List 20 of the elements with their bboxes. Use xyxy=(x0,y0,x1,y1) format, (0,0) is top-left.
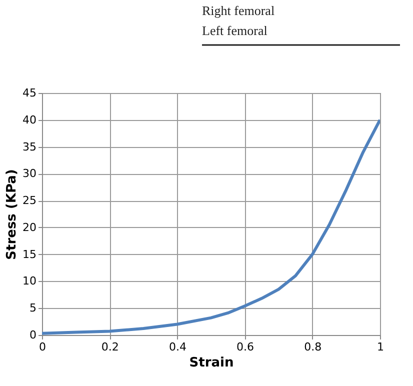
y-tick-label: 35 xyxy=(22,140,36,154)
x-tick-label: 0.6 xyxy=(236,340,254,354)
y-axis-title: Stress (KPa) xyxy=(4,169,20,260)
y-tick-label: 20 xyxy=(22,220,36,234)
x-tick-label: 0.4 xyxy=(168,340,186,354)
y-tick-label: 45 xyxy=(22,86,36,100)
y-tick-label: 30 xyxy=(22,167,36,180)
y-tick-label: 0 xyxy=(30,328,36,342)
x-tick-label: 1 xyxy=(377,340,384,354)
y-tick-label: 25 xyxy=(22,194,36,208)
text: Left femoral xyxy=(202,23,268,38)
x-tick-label: 0.2 xyxy=(101,340,119,354)
y-tick-label: 40 xyxy=(22,113,36,126)
x-tick-label: 0 xyxy=(39,340,46,354)
y-tick-label: 15 xyxy=(22,248,36,261)
x-axis-title: Strain xyxy=(189,356,234,370)
x-tick-label: 0.8 xyxy=(304,340,322,354)
y-tick-label: 10 xyxy=(22,274,36,288)
y-tick-label: 5 xyxy=(30,302,36,315)
text: Right femoral xyxy=(202,3,275,18)
